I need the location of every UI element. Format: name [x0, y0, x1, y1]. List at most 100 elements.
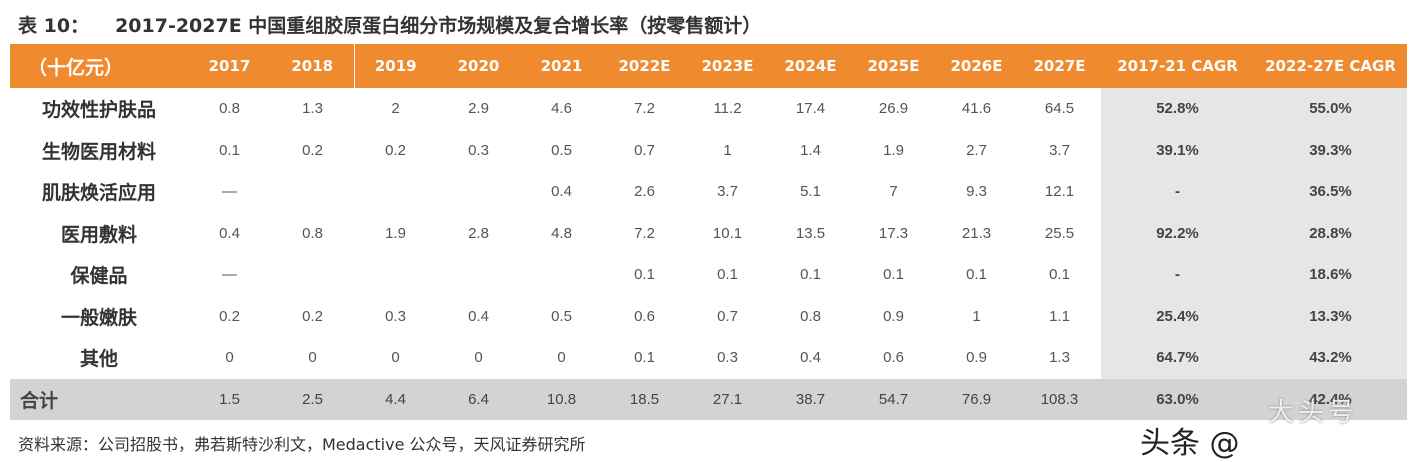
- cagr-cell: 25.4%: [1101, 295, 1254, 337]
- value-cell: 17.3: [878, 224, 909, 242]
- cagr-cell: 13.3%: [1254, 295, 1407, 337]
- value-cell: 21.3: [961, 224, 992, 242]
- value-cell: 1.1: [1049, 307, 1070, 325]
- value-cell: 1.5: [188, 378, 271, 420]
- value-cell: [354, 171, 437, 213]
- header-year: 2026E: [935, 44, 1018, 88]
- cagr-cell: 64.7%: [1101, 337, 1254, 379]
- value-cell: 1.9: [883, 141, 904, 159]
- value-cell: 4.8: [551, 224, 572, 242]
- value-cell: 4.4: [354, 378, 437, 420]
- row-label: 功效性护肤品: [41, 99, 156, 122]
- value-cell: 0.8: [302, 224, 323, 242]
- header-year: 2024E: [769, 44, 852, 88]
- value-cell: 0: [308, 349, 317, 367]
- value-cell: 0.1: [717, 266, 738, 284]
- value-cell: 0.7: [717, 307, 738, 325]
- value-cell: 2.8: [468, 224, 489, 242]
- value-cell: 25.5: [1044, 224, 1075, 242]
- value-cell: 0.1: [800, 266, 821, 284]
- value-cell: 108.3: [1018, 378, 1101, 420]
- header-year: 2021: [520, 44, 603, 88]
- value-cell: 0: [474, 349, 483, 367]
- header-year: 2025E: [852, 44, 935, 88]
- watermark-text: 头条 @: [1140, 426, 1240, 461]
- table-number: 表 10：: [18, 14, 90, 37]
- cagr-cell: 28.8%: [1254, 212, 1407, 254]
- value-cell: 0.5: [551, 307, 572, 325]
- table-row: 肌肤焕活应用 — 0.4 2.6 3.7 5.1 7 9.3 12.1 -36.5%: [10, 171, 1407, 213]
- value-cell: 2.5: [271, 378, 354, 420]
- cagr-cell: 39.1%: [1101, 129, 1254, 171]
- table-row: 生物医用材料 0.1 0.2 0.2 0.3 0.5 0.7 1 1.4 1.9 2.7 3.7 39.…: [10, 129, 1407, 171]
- value-cell: —: [222, 266, 237, 284]
- value-cell: 6.4: [437, 378, 520, 420]
- total-row: 合计 1.5 2.5 4.4 6.4 10.8 18.5 27.1 38.7 54.7 76.9 10…: [10, 378, 1407, 420]
- cagr-cell: -: [1101, 254, 1254, 296]
- header-year: 2023E: [686, 44, 769, 88]
- header-cagr: 2022-27E CAGR: [1254, 44, 1407, 88]
- header-year: 2019: [353, 44, 437, 88]
- value-cell: 76.9: [935, 378, 1018, 420]
- value-cell: 1.3: [1049, 349, 1070, 367]
- row-label: 一般嫩肤: [60, 306, 137, 329]
- value-cell: 2.7: [966, 141, 987, 159]
- value-cell: 0.1: [634, 266, 655, 284]
- value-cell: 17.4: [795, 100, 826, 118]
- cagr-cell: 55.0%: [1254, 88, 1407, 130]
- value-cell: 9.3: [966, 183, 987, 201]
- table-row: 保健品 — 0.1 0.1 0.1 0.1 0.1 0.1 -18.6%: [10, 254, 1407, 296]
- value-cell: 0.4: [800, 349, 821, 367]
- value-cell: 3.7: [1049, 141, 1070, 159]
- row-label: 保健品: [70, 265, 128, 288]
- cagr-cell: 43.2%: [1254, 337, 1407, 379]
- header-cagr: 2017-21 CAGR: [1101, 44, 1254, 88]
- value-cell: 11.2: [713, 100, 742, 118]
- value-cell: 0.4: [219, 224, 240, 242]
- value-cell: 4.6: [551, 100, 572, 118]
- value-cell: 7.2: [634, 100, 655, 118]
- value-cell: 0.9: [883, 307, 904, 325]
- header-unit: （十亿元）: [10, 44, 188, 88]
- row-label: 其他: [79, 348, 118, 371]
- value-cell: 0.7: [634, 141, 655, 159]
- value-cell: 1.9: [385, 224, 406, 242]
- value-cell: 0.8: [219, 100, 240, 118]
- value-cell: 0: [225, 349, 234, 367]
- value-cell: 2: [391, 100, 400, 118]
- table-row: 医用敷料 0.4 0.8 1.9 2.8 4.8 7.2 10.1 13.5 17.3 21.3 25…: [10, 212, 1407, 254]
- value-cell: 10.8: [520, 378, 603, 420]
- value-cell: 0.2: [385, 141, 406, 159]
- header-year: 2017: [188, 44, 271, 88]
- row-label: 生物医用材料: [41, 140, 156, 163]
- row-label: 肌肤焕活应用: [41, 182, 156, 205]
- value-cell: 41.6: [961, 100, 992, 118]
- value-cell: —: [222, 183, 237, 201]
- value-cell: 0.1: [883, 266, 904, 284]
- value-cell: 0.2: [219, 307, 240, 325]
- value-cell: [437, 171, 520, 213]
- watermark-stamp: 大头号: [1268, 398, 1359, 428]
- value-cell: 7: [889, 183, 898, 201]
- header-year: 2027E: [1018, 44, 1101, 88]
- cagr-cell: -: [1101, 171, 1254, 213]
- value-cell: 0.3: [385, 307, 406, 325]
- value-cell: 0.3: [468, 141, 489, 159]
- value-cell: 1: [972, 307, 981, 325]
- cagr-cell: 18.6%: [1254, 254, 1407, 296]
- value-cell: 0.1: [966, 266, 987, 284]
- value-cell: 0.4: [551, 183, 572, 201]
- value-cell: 38.7: [769, 378, 852, 420]
- value-cell: 5.1: [800, 183, 821, 201]
- cagr-cell: 92.2%: [1101, 212, 1254, 254]
- value-cell: 1.3: [302, 100, 323, 118]
- value-cell: 10.1: [712, 224, 743, 242]
- value-cell: 18.5: [603, 378, 686, 420]
- value-cell: 0.1: [634, 349, 655, 367]
- value-cell: 0.3: [717, 349, 738, 367]
- table-caption: 2017-2027E 中国重组胶原蛋白细分市场规模及复合增长率（按零售额计）: [115, 14, 762, 37]
- value-cell: 27.1: [686, 378, 769, 420]
- value-cell: 0: [391, 349, 400, 367]
- row-label: 医用敷料: [60, 223, 137, 246]
- value-cell: 26.9: [878, 100, 909, 118]
